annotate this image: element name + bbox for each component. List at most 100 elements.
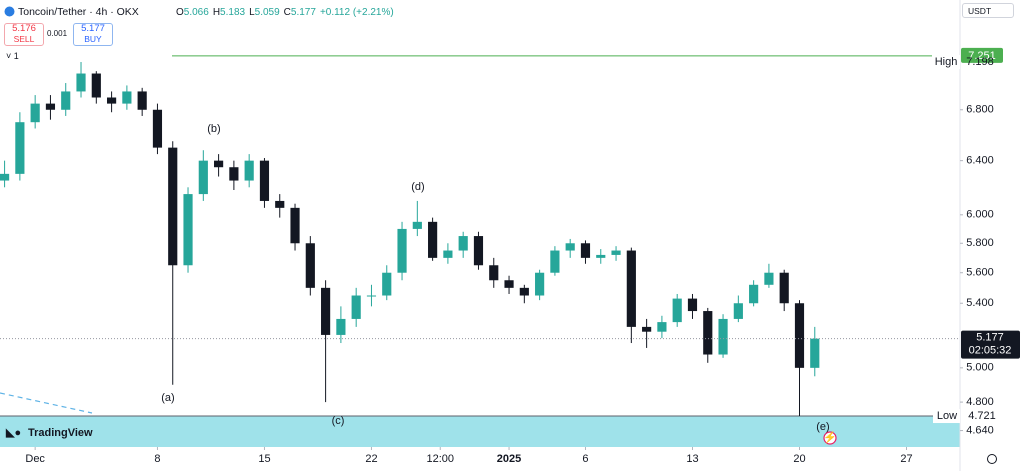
- candle-body: [794, 303, 805, 368]
- logo-mark: ◣●: [5, 427, 21, 439]
- wave-label: (e): [816, 421, 829, 433]
- ohlc-label: C: [283, 7, 291, 18]
- x-tick-label: 2025: [497, 453, 521, 465]
- candle-body: [168, 147, 178, 266]
- candle-body: [214, 160, 224, 168]
- y-tick-label: 5.000: [966, 362, 994, 374]
- candle-body: [45, 103, 56, 110]
- x-tick-label: 20: [793, 453, 805, 465]
- ohlc-value: 5.177: [290, 7, 316, 18]
- low-label-bg: [933, 409, 960, 424]
- candle-body: [107, 97, 117, 104]
- wave-label: (a): [161, 392, 174, 404]
- buy-button[interactable]: 5.177 BUY: [73, 23, 113, 46]
- candle-body: [550, 250, 560, 273]
- candle-body: [91, 73, 101, 98]
- candle-body: [183, 194, 193, 266]
- y-tick-label: 5.800: [966, 237, 994, 249]
- wave-label: (b): [207, 123, 220, 135]
- low-name: Low: [937, 410, 957, 422]
- candle-body: [626, 250, 636, 327]
- candle-body: [580, 243, 591, 258]
- ohlc-label: L: [249, 7, 255, 18]
- candle-body: [122, 91, 132, 104]
- sell-button[interactable]: 5.176 SELL: [4, 23, 44, 46]
- spread: 0.001: [47, 29, 68, 38]
- candle-body: [244, 160, 254, 181]
- candle-body: [489, 265, 499, 281]
- high-value: 7.198: [966, 56, 994, 68]
- logo: TradingView: [28, 427, 93, 439]
- candle-body: [198, 160, 208, 195]
- candle-body: [137, 91, 147, 110]
- candle-body: [305, 243, 315, 288]
- candle-body: [290, 207, 300, 244]
- candle-body: [749, 284, 759, 304]
- x-tick-label: 6: [582, 453, 588, 465]
- wave-label: (d): [411, 181, 424, 193]
- ohlc-change: +0.112 (+2.21%): [319, 7, 394, 18]
- y-tick-label: 6.800: [966, 104, 994, 116]
- symbol-icon: [4, 6, 15, 17]
- y-tick-label: 6.000: [966, 209, 994, 221]
- trend-line: [0, 392, 93, 414]
- candle-body: [152, 109, 163, 148]
- candle-body: [519, 287, 529, 296]
- last-price-bg: [961, 330, 1020, 359]
- high-label-bg: [932, 55, 960, 70]
- buy-label: BUY: [84, 34, 102, 44]
- x-tick-label: 8: [154, 453, 160, 465]
- candle-body: [275, 200, 285, 208]
- candle-body: [672, 298, 682, 323]
- candle-body: [229, 167, 239, 181]
- ohlc: O5.066 H5.183 L5.059 C5.177 +0.112 (+2.21%): [176, 7, 394, 18]
- candle-body: [535, 272, 545, 296]
- ohlc-value: 5.183: [220, 7, 246, 18]
- event-icon: [823, 431, 837, 445]
- candle-body: [504, 280, 514, 288]
- candle-body: [259, 160, 270, 201]
- buy-price: 5.177: [81, 23, 105, 34]
- alert-label-bg: [961, 47, 1003, 63]
- candle-body: [61, 91, 71, 110]
- candle-body: [76, 73, 86, 92]
- x-tick-label: Dec: [25, 453, 45, 465]
- x-tick-label: 13: [686, 453, 698, 465]
- candle-body: [657, 322, 667, 332]
- candle-body: [565, 243, 575, 251]
- candle-body: [458, 236, 468, 251]
- currency-select[interactable]: USDT: [962, 3, 1014, 18]
- x-tick-label: 12:00: [426, 453, 454, 465]
- candle-body: [30, 103, 40, 123]
- settings-button[interactable]: [987, 454, 997, 464]
- candle-body: [443, 250, 453, 258]
- candle-body: [718, 318, 728, 355]
- y-tick-label: 4.800: [966, 396, 994, 408]
- y-tick-label: 4.640: [966, 424, 994, 436]
- candle-body: [382, 272, 392, 296]
- candle-body: [779, 272, 789, 304]
- alert-label: 7.251: [968, 50, 996, 62]
- indicators-toggle[interactable]: ˅ 1: [6, 51, 19, 61]
- candle-body: [687, 298, 698, 312]
- x-tick-label: 15: [258, 453, 270, 465]
- header: Toncoin/Tether · 4h · OKX O5.066 H5.183 L5…: [0, 0, 1024, 64]
- candle-body: [412, 221, 422, 229]
- candle-body: [611, 250, 621, 255]
- indicator-count: 1: [13, 51, 19, 61]
- ohlc-label: H: [212, 7, 221, 18]
- event-icon-glyph: ⚡: [823, 431, 837, 444]
- candle-body: [15, 122, 25, 174]
- candle-body: [321, 287, 331, 335]
- last-price-label: 5.177: [976, 332, 1004, 344]
- y-tick-label: 6.400: [966, 155, 994, 167]
- candle-body: [764, 272, 774, 285]
- candle-body: [0, 173, 10, 181]
- wave-label: (c): [332, 415, 345, 427]
- candle-body: [810, 338, 820, 368]
- candle-body: [428, 221, 438, 258]
- high-name: High: [935, 56, 958, 68]
- candle-body: [366, 295, 377, 297]
